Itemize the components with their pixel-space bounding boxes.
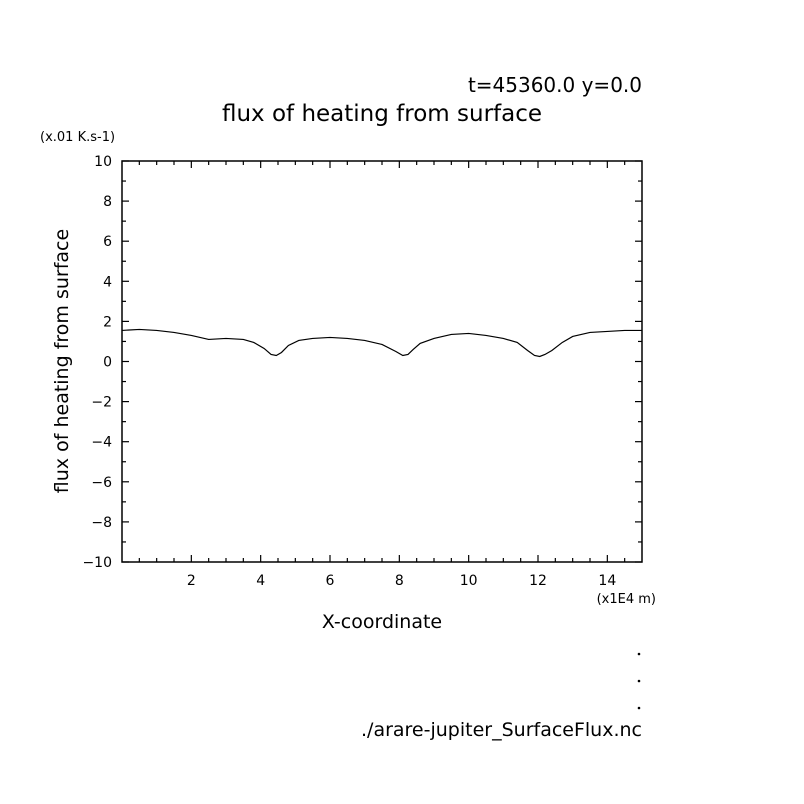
x-tick-label: 14: [598, 573, 616, 589]
y-tick-label: 10: [94, 154, 112, 170]
y-tick-label: −8: [91, 515, 112, 531]
x-axis-label: X-coordinate: [322, 611, 442, 633]
series-line: [121, 328, 642, 358]
y-unit-label: (x.01 K.s-1): [40, 130, 115, 145]
x-tick-label: 6: [326, 573, 335, 589]
marker-dot: [637, 652, 641, 656]
plot-frame: [121, 160, 643, 563]
marker-dot: [637, 679, 641, 683]
x-tick-label: 8: [395, 573, 404, 589]
x-tick-labels: 2 4 6 8 10 12 14: [187, 573, 616, 589]
x-unit-label: (x1E4 m): [597, 592, 656, 607]
x-tick-label: 10: [460, 573, 478, 589]
y-tick-label: −2: [91, 395, 112, 411]
y-tick-label: −6: [91, 475, 112, 491]
chart-title: flux of heating from surface: [222, 101, 542, 127]
x-tick-label: 2: [187, 573, 196, 589]
x-tick-label: 4: [256, 573, 265, 589]
y-tick-label: −4: [91, 435, 112, 451]
y-tick-label: −10: [82, 555, 112, 571]
axis-ticks: [122, 160, 642, 563]
y-tick-label: 0: [103, 355, 112, 371]
y-tick-label: 2: [103, 314, 112, 330]
x-tick-label: 12: [529, 573, 547, 589]
y-tick-label: 6: [103, 234, 112, 250]
time-label: t=45360.0 y=0.0: [468, 73, 642, 97]
y-tick-label: 8: [103, 194, 112, 210]
y-tick-label: 4: [103, 274, 112, 290]
file-label: ./arare-jupiter_SurfaceFlux.nc: [361, 719, 642, 741]
marker-dot: [637, 706, 641, 710]
y-axis-label: flux of heating from surface: [51, 229, 73, 493]
y-tick-labels: −10 −8 −6 −4 −2 0 2 4 6 8 10: [82, 154, 112, 571]
